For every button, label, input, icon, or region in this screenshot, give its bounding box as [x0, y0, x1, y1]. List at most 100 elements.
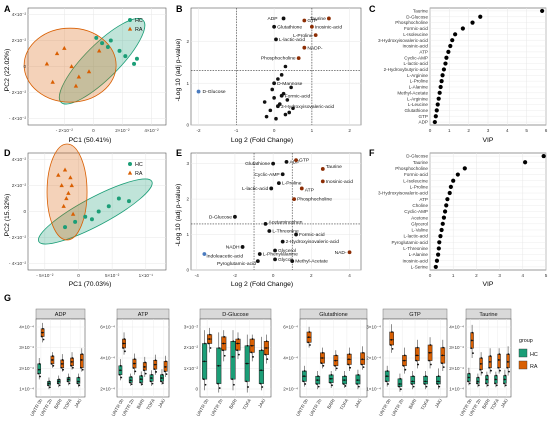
volcano-B-point [289, 85, 293, 90]
g-box-point [398, 383, 401, 385]
vip-F-feature-label: L-lactic-acid [403, 234, 428, 239]
g-facet-ytick: 3×10⁻² [184, 325, 199, 330]
volcano-B-ytick: 1 [186, 81, 189, 86]
g-facet-xtick: UNTR 0h [295, 398, 309, 417]
g-box-point [480, 357, 483, 359]
vip-C-feature-label: 3-Hydroxyisovaleric-acid [378, 38, 428, 43]
g-box-point [231, 378, 234, 381]
volcano-E-point [263, 222, 268, 226]
g-box-point [204, 342, 206, 345]
vip-C-point [433, 114, 438, 119]
pca-A-point-ra [73, 83, 79, 88]
g-legend-hc-label: HC [530, 352, 538, 358]
pca-D-ytick: 4×10⁻² [12, 157, 27, 162]
vip-F-feature-label: Cyclic-AMP [404, 209, 428, 214]
g-box-point [424, 380, 427, 383]
g-box-point [251, 338, 254, 340]
volcano-E-point [290, 259, 295, 264]
g-box-point [399, 377, 402, 380]
volcano-B-point [326, 16, 331, 21]
g-box-point [237, 353, 240, 356]
vip-C-point [439, 79, 444, 84]
volcano-B-point [274, 37, 278, 42]
g-box-point [139, 378, 142, 381]
g-box-point [155, 371, 158, 373]
pca-A-point-hc [117, 48, 122, 53]
vip-C-xtick: 2 [467, 128, 470, 133]
vip-C-feature-label: ADP [419, 120, 428, 125]
volcano-E-point-label: NAD- [335, 250, 347, 256]
g-box-point [441, 354, 444, 357]
volcano-B-point [262, 100, 267, 104]
g-box-point [130, 383, 133, 386]
g-box-point [309, 344, 311, 346]
volcano-E-xtick: 4 [348, 273, 351, 278]
pca-D-point-hc [89, 217, 94, 222]
g-box-point [329, 377, 332, 380]
volcano-E-point [267, 229, 272, 233]
g-box-point [160, 380, 162, 383]
volcano-B-xtick: 2 [348, 128, 351, 133]
g-box-point [47, 384, 49, 387]
volcano-b-ylabel: -Log 10 (adj p-value) [175, 39, 182, 102]
volcano-B-point-label: Phosphocholine [261, 56, 296, 62]
g-box-point [507, 353, 510, 355]
vip-F-feature-label: Inosinic-acid [402, 258, 428, 263]
pca-D-legend-hc-label: HC [135, 162, 143, 168]
g-box-point [307, 336, 310, 339]
volcano-E-point-label: Methyl-Acetate [295, 259, 328, 265]
g-box-point [123, 338, 126, 340]
g-box-point [442, 346, 445, 349]
g-facet-xtick: TOFA [420, 397, 431, 411]
g-box-point [62, 368, 65, 371]
g-box-point [412, 385, 415, 388]
g-box-point [481, 371, 483, 374]
pca-A-point-ra [44, 61, 50, 66]
g-box-hc [410, 375, 416, 385]
panel-b-letter: B [176, 4, 183, 14]
g-facet-ytick: 2×10⁻⁴ [19, 366, 34, 371]
g-box-point [488, 361, 491, 363]
vip-C-feature-label: Glutathione [405, 108, 429, 113]
g-box-point [347, 363, 350, 366]
g-box-point [149, 380, 152, 383]
g-facet-xtick: JAKi [157, 398, 166, 409]
g-box-point [245, 380, 248, 383]
g-box-point [51, 359, 54, 361]
volcano-E-point [273, 248, 277, 253]
g-facet-xtick: JAKi [73, 398, 82, 409]
g-box-point [217, 364, 220, 367]
vip-C-feature-label: Taurine [413, 9, 429, 14]
pca-A-legend-hc-key [128, 18, 132, 22]
volcano-E-xtick: 2 [310, 273, 313, 278]
g-facet-xtick: BARI [408, 398, 418, 410]
g-box-point [335, 354, 338, 357]
g-box-point [497, 366, 500, 369]
g-box-point [51, 355, 54, 357]
volcano-E-ytick: 0 [186, 268, 189, 273]
pca-A-point-hc [123, 54, 128, 59]
volcano-E-point [292, 197, 297, 201]
pca-D-point-ra [59, 183, 64, 188]
pca-A-ytick: - 2×10⁻² [9, 90, 27, 95]
volcano-E-point [284, 159, 289, 164]
g-box-point [357, 374, 360, 376]
g-box-point [486, 374, 489, 377]
g-box-point [70, 361, 73, 363]
g-facet-xtick: UNTR 2h [210, 398, 224, 417]
volcano-E-point [294, 158, 298, 162]
pca-A-point-hc [132, 61, 137, 66]
g-box-point [119, 369, 121, 372]
vip-F-feature-label: D-Glucose [406, 154, 428, 159]
volcano-E-point-label: GTP [299, 158, 309, 164]
g-box-point [503, 378, 506, 381]
volcano-B-point-label: Glutathione [277, 24, 302, 30]
g-box-point [122, 342, 125, 345]
g-facet-title: D-Glucose [222, 312, 248, 318]
pca-D-xtick: 5×10⁻² [105, 273, 120, 278]
g-box-point [498, 353, 501, 355]
g-box-hc [436, 375, 441, 385]
volcano-E-point [233, 214, 237, 219]
g-box-point [476, 380, 479, 383]
g-box-point [504, 374, 507, 377]
